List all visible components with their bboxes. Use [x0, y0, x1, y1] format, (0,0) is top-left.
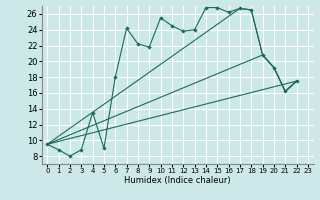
- X-axis label: Humidex (Indice chaleur): Humidex (Indice chaleur): [124, 176, 231, 185]
